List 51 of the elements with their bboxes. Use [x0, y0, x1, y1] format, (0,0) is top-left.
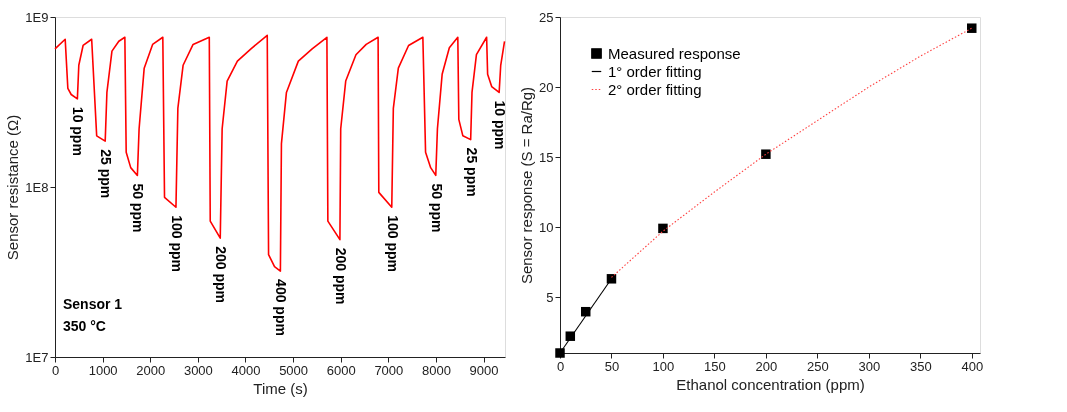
annotation: 50 ppm	[130, 183, 147, 233]
annotation: 10 ppm	[492, 100, 509, 150]
x-tick-label: 350	[909, 358, 932, 374]
annotation: 25 ppm	[98, 149, 115, 199]
x-tick-label: 2000	[136, 362, 166, 378]
x-tick-label: 400	[961, 358, 984, 374]
y-tick-label: 15	[539, 149, 554, 165]
annotation: 200 ppm	[332, 247, 349, 305]
annotation: 400 ppm	[273, 279, 290, 336]
annotation: Sensor 1	[63, 296, 123, 312]
y-tick-label: 25	[539, 9, 554, 25]
x-tick-label: 5000	[279, 362, 309, 378]
x-tick-label: 50	[604, 358, 620, 374]
annotation: 100 ppm	[384, 215, 401, 273]
x-tick-label: 7000	[374, 362, 404, 378]
x-tick-label: 9000	[469, 362, 499, 378]
legend-label: 2° order fitting	[608, 80, 702, 98]
x-tick-label: 0	[556, 358, 565, 374]
x-tick-label: 0	[51, 362, 60, 378]
point	[761, 149, 771, 159]
annotation: 25 ppm	[463, 147, 480, 197]
point	[658, 223, 668, 234]
legend-label: Measured response	[608, 44, 741, 62]
x-tick-label: 4000	[231, 362, 261, 378]
x-tick-label: 150	[704, 358, 726, 374]
point	[967, 23, 977, 33]
y-axis-title: Sensor resistance (Ω)	[4, 114, 22, 261]
y-tick-label: 10	[539, 219, 554, 235]
annotation: 350 °C	[63, 318, 106, 334]
annotation: 50 ppm	[428, 183, 445, 233]
x-tick-label: 250	[807, 358, 829, 374]
y-tick-label: 20	[539, 79, 554, 95]
x-tick-label: 1000	[88, 362, 118, 378]
x-tick-label: 300	[858, 358, 881, 374]
y-tick-label: 5	[546, 289, 554, 305]
y-tick-label: 1E9	[25, 9, 49, 25]
line-series	[54, 34, 506, 272]
x-tick-label: 100	[652, 358, 675, 374]
x-tick-label: 200	[755, 358, 778, 374]
annotation: 100 ppm	[168, 215, 185, 273]
y-tick-label: 1E7	[25, 349, 49, 365]
x-axis-title: Time (s)	[253, 379, 308, 397]
legend-label: 1° order fitting	[608, 62, 702, 80]
y-tick-label: 1E8	[25, 179, 49, 195]
x-tick-label: 3000	[183, 362, 213, 378]
annotation: 10 ppm	[70, 106, 87, 156]
y-axis-title: Sensor response (S = Ra/Rg)	[518, 86, 536, 285]
x-axis-title: Ethanol concentration (ppm)	[676, 375, 865, 393]
annotation: 200 ppm	[213, 246, 230, 303]
x-tick-label: 6000	[326, 362, 356, 378]
x-tick-label: 8000	[421, 362, 451, 378]
